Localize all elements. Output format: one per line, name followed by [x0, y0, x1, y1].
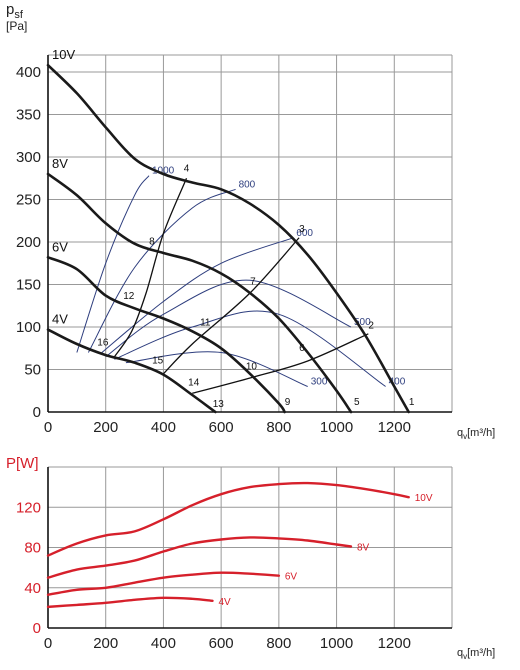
flow-subscript-bottom: v: [463, 652, 468, 662]
pressure-x-tick-label: 1200: [378, 419, 411, 436]
pressure-x-tick-label: 400: [151, 419, 176, 436]
fan-curve-10V: [46, 63, 410, 414]
iso-curve-1000: [76, 175, 150, 353]
operating-point-label: 10: [246, 362, 258, 373]
fan-curve-label-4V: 4V: [52, 312, 68, 327]
power-x-tick-label: 0: [44, 635, 52, 652]
flow-axis-label-bottom: qv[m³/h]: [457, 647, 495, 661]
power-curve-label-10V: 10V: [415, 493, 433, 504]
pressure-symbol: p: [6, 1, 15, 18]
power-x-tick-label: 600: [209, 635, 234, 652]
pressure-y-tick-label: 250: [16, 192, 41, 209]
power-x-tick-label: 400: [151, 635, 176, 652]
power-curve-6V: [46, 571, 281, 596]
iso-label-600: 600: [296, 228, 313, 239]
operating-point-label: 13: [213, 399, 225, 410]
power-x-tick-label: 800: [266, 635, 291, 652]
operating-point-label: 6: [299, 343, 305, 354]
flow-axis-label-top: qv[m³/h]: [457, 427, 495, 441]
fan-curve-6V: [46, 256, 286, 414]
power-x-tick-label: 200: [93, 635, 118, 652]
iso-curve-400: [114, 310, 386, 387]
pressure-y-tick-label: 100: [16, 319, 41, 336]
iso-label-300: 300: [311, 377, 328, 388]
operating-point-label: 11: [200, 317, 211, 328]
operating-point-label: 3: [299, 224, 305, 235]
iso-label-400: 400: [389, 377, 406, 388]
flow-symbol-top: q: [457, 427, 464, 439]
fan-curve-label-8V: 8V: [52, 156, 68, 171]
power-x-tick-label: 1200: [378, 635, 411, 652]
iso-curve-300: [125, 351, 308, 387]
operating-point-label: 2: [368, 321, 374, 332]
power-axis-label: P[W]: [6, 455, 39, 472]
flow-unit-top: [m³/h]: [467, 427, 496, 439]
pressure-x-tick-label: 600: [209, 419, 234, 436]
pressure-y-tick-label: 300: [16, 149, 41, 166]
operating-point-label: 12: [123, 291, 135, 302]
fan-curve-8V: [46, 172, 353, 414]
operating-point-label: 8: [149, 237, 155, 248]
operating-point-label: 1: [409, 397, 415, 408]
operating-point-label: 15: [152, 356, 164, 367]
flow-symbol-bottom: q: [457, 647, 464, 659]
power-x-tick-label: 1000: [320, 635, 353, 652]
power-curve-label-4V: 4V: [218, 597, 231, 608]
power-curve-label-8V: 8V: [357, 542, 370, 553]
power-curve-label-6V: 6V: [285, 572, 298, 583]
operating-point-label: 7: [250, 277, 256, 288]
power-y-tick-label: 80: [24, 540, 41, 557]
pressure-y-tick-label: 400: [16, 64, 41, 81]
operating-point-label: 16: [97, 338, 109, 349]
pressure-x-tick-label: 200: [93, 419, 118, 436]
pressure-y-tick-label: 200: [16, 234, 41, 251]
power-y-tick-label: 120: [16, 499, 41, 516]
system-line-0: [113, 178, 188, 358]
power-curve-8V: [46, 536, 353, 579]
fan-curve-label-6V: 6V: [52, 239, 68, 254]
operating-point-label: 14: [188, 378, 200, 389]
system-line-2: [192, 333, 369, 394]
operating-point-label: 9: [285, 397, 291, 408]
iso-label-500: 500: [354, 317, 371, 328]
pressure-y-tick-label: 0: [33, 404, 41, 421]
pressure-x-tick-label: 0: [44, 419, 52, 436]
pressure-x-tick-label: 1000: [320, 419, 353, 436]
iso-label-1000: 1000: [152, 166, 175, 177]
pressure-y-tick-label: 150: [16, 277, 41, 294]
power-curve-10V: [46, 481, 410, 557]
operating-point-label: 5: [354, 397, 360, 408]
power-y-tick-label: 0: [33, 620, 41, 637]
iso-label-800: 800: [239, 179, 256, 190]
flow-subscript-top: v: [463, 432, 468, 442]
flow-unit-bottom: [m³/h]: [467, 647, 496, 659]
power-y-tick-label: 40: [24, 580, 41, 597]
pressure-y-tick-label: 350: [16, 107, 41, 124]
iso-curve-800: [87, 188, 236, 353]
system-line-1: [162, 237, 300, 375]
pressure-y-tick-label: 50: [24, 362, 41, 379]
pressure-subscript: sf: [14, 9, 23, 21]
pressure-x-tick-label: 800: [266, 419, 291, 436]
fan-curve-4V: [46, 328, 217, 414]
pressure-axis-label: psf: [6, 2, 23, 21]
iso-curve-500: [105, 279, 352, 358]
iso-curve-600: [99, 237, 294, 355]
operating-point-label: 4: [184, 163, 190, 174]
power-curve-4V: [46, 596, 214, 609]
fan-curve-label-10V: 10V: [52, 47, 75, 62]
pressure-axis-unit: [Pa]: [6, 19, 28, 33]
